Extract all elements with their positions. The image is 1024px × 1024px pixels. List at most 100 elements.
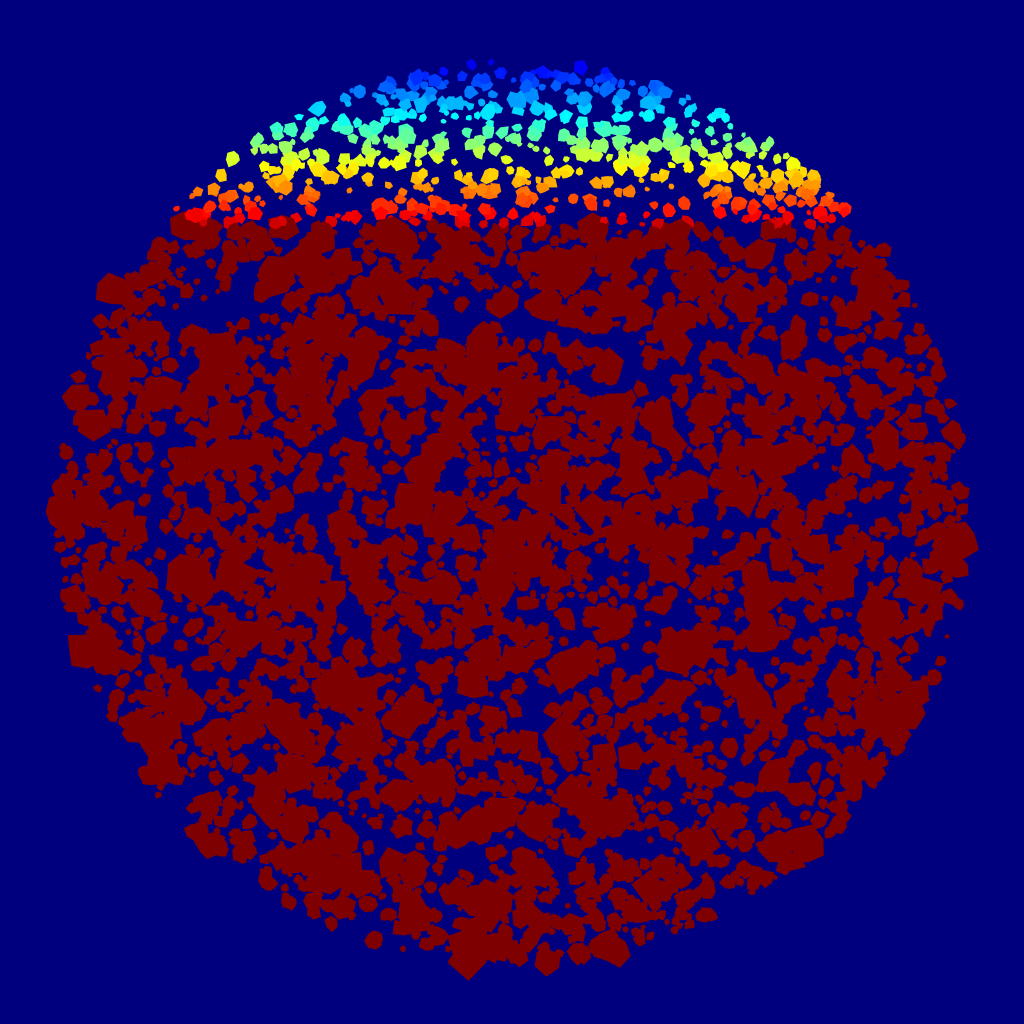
particle — [97, 606, 107, 614]
particle — [915, 375, 928, 390]
particle — [675, 523, 687, 533]
particle — [604, 72, 611, 79]
particle — [631, 516, 661, 551]
particle — [644, 446, 660, 462]
particle — [453, 806, 462, 814]
particle — [697, 442, 717, 459]
particle — [812, 172, 818, 180]
particle — [838, 752, 861, 768]
particle — [322, 727, 336, 739]
particle — [172, 447, 178, 454]
particle — [494, 652, 502, 660]
particle — [465, 389, 474, 398]
particle — [435, 569, 452, 587]
particle — [707, 153, 713, 160]
particle — [304, 203, 318, 217]
particle — [92, 431, 100, 439]
particle — [403, 236, 421, 255]
particle — [777, 294, 787, 306]
particle — [861, 244, 880, 261]
particle — [580, 834, 593, 849]
particle — [639, 857, 651, 871]
particle — [262, 171, 270, 180]
particle — [671, 123, 679, 131]
particle — [659, 857, 668, 865]
particle — [536, 182, 550, 194]
particle — [703, 191, 711, 200]
particle — [261, 456, 279, 474]
particle — [585, 424, 603, 441]
particle — [576, 127, 587, 142]
particle — [271, 812, 308, 846]
particle — [482, 778, 502, 794]
particle — [423, 881, 437, 894]
particle — [926, 669, 943, 686]
particle — [466, 102, 475, 111]
particle — [849, 310, 862, 327]
particle — [707, 754, 717, 767]
particle — [317, 255, 328, 263]
particle — [513, 745, 521, 753]
particle — [866, 260, 879, 276]
particle — [732, 553, 749, 570]
particle — [440, 131, 448, 137]
particle — [577, 421, 589, 433]
particle — [288, 540, 296, 547]
particle — [874, 349, 889, 362]
particle — [390, 93, 397, 100]
particle — [569, 358, 584, 372]
particle — [230, 246, 244, 260]
particle — [692, 669, 708, 686]
particle — [474, 830, 482, 838]
particle — [665, 645, 695, 676]
particle — [561, 531, 578, 552]
particle — [843, 524, 859, 537]
particle — [462, 932, 471, 940]
particle — [564, 556, 579, 570]
particle — [846, 511, 853, 518]
particle — [465, 58, 477, 71]
particle — [663, 731, 668, 737]
particle — [437, 560, 445, 568]
particle — [782, 210, 795, 226]
particle — [135, 515, 147, 528]
particle — [474, 111, 482, 120]
particle — [838, 298, 845, 305]
particle — [355, 330, 362, 337]
particle — [813, 598, 821, 605]
particle — [590, 696, 614, 716]
particle — [786, 156, 801, 171]
particle — [235, 439, 247, 448]
particle — [538, 83, 547, 91]
particle — [285, 429, 297, 438]
particle — [214, 581, 222, 590]
particle — [406, 366, 420, 382]
particle — [706, 648, 719, 659]
particle — [135, 321, 144, 330]
particle — [303, 400, 319, 414]
particle — [775, 700, 792, 715]
particle — [896, 571, 916, 589]
particle — [653, 173, 661, 182]
particle — [61, 384, 92, 412]
particle — [724, 581, 736, 592]
particle — [545, 399, 562, 415]
particle — [402, 452, 441, 484]
particle — [559, 223, 569, 233]
particle — [679, 888, 697, 907]
particle — [579, 441, 597, 459]
particle — [431, 861, 444, 875]
particle — [298, 260, 317, 280]
particle — [878, 392, 883, 397]
particle — [863, 325, 873, 335]
particle — [394, 860, 409, 875]
particle — [217, 331, 236, 347]
particle — [266, 278, 280, 292]
particle — [509, 224, 526, 241]
particle — [897, 511, 907, 522]
particle — [804, 642, 812, 651]
particle — [396, 817, 413, 836]
particle — [661, 137, 678, 151]
